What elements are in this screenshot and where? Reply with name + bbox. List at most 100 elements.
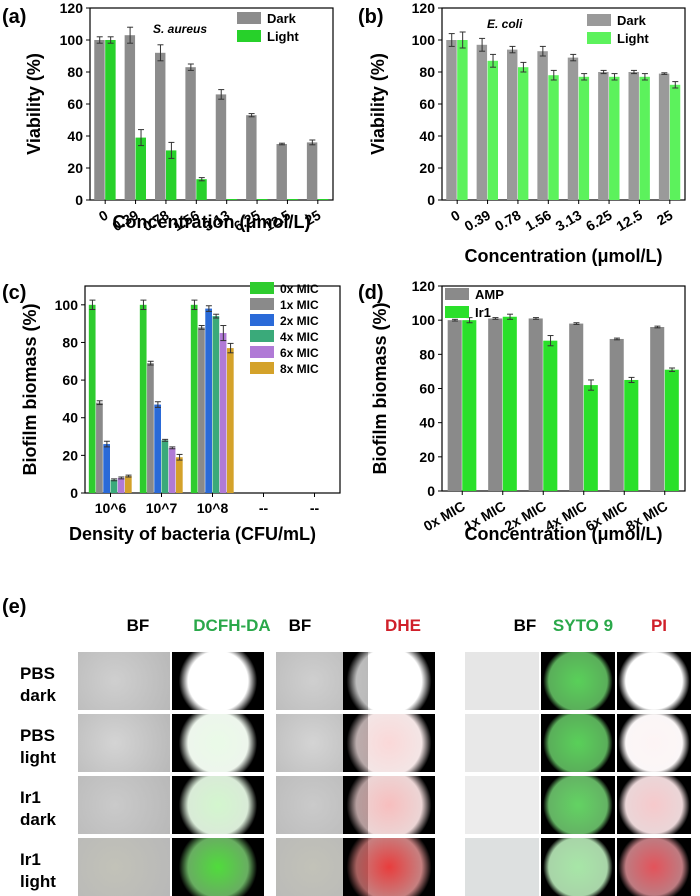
y-tick-label: 60 [419, 96, 435, 112]
legend-label: Light [617, 31, 649, 46]
bar [447, 320, 462, 491]
y-tick-label: 40 [62, 410, 78, 426]
bar [578, 76, 590, 200]
y-tick-label: 120 [60, 0, 84, 16]
y-tick-label: 120 [412, 0, 436, 16]
y-tick-label: 0 [75, 192, 83, 208]
bar [639, 76, 650, 200]
bar [664, 369, 679, 491]
bar [609, 338, 624, 491]
x-axis-title: Concentration (μmol/L) [113, 212, 311, 232]
bar [569, 323, 584, 491]
brightfield-image [78, 714, 170, 772]
header-bf-2: BF [288, 616, 312, 635]
legend-swatch [250, 362, 274, 374]
bar [103, 444, 110, 493]
x-tick-label: 10^6 [95, 500, 127, 516]
pi-fluorescence-image [617, 652, 691, 710]
bar [96, 402, 103, 493]
x-tick-label: 6.25 [583, 207, 615, 235]
bar [624, 379, 639, 491]
bar [658, 73, 670, 200]
y-tick-label: 100 [60, 32, 84, 48]
bar [212, 316, 220, 493]
bar [598, 72, 609, 200]
bar [609, 76, 620, 200]
species-annotation: S. aureus [153, 22, 207, 36]
dhe-fluorescence-image [343, 776, 435, 834]
pi-fluorescence-image [617, 776, 691, 834]
legend-swatch [250, 314, 274, 326]
legend-swatch [250, 298, 274, 310]
header-dcfh-da: DCFH-DA [193, 616, 271, 635]
bar [215, 94, 227, 200]
bar [507, 49, 518, 200]
bar [161, 440, 169, 493]
bar [105, 40, 116, 200]
header-pi: PI [650, 616, 668, 635]
bar [628, 72, 639, 200]
legend-label: 6x MIC [280, 346, 319, 360]
syto9-fluorescence-image [541, 776, 615, 834]
syto9-fluorescence-image [541, 714, 615, 772]
chart-c-biofilm-density: 0 20 40 60 80 100 10^6 10^7 10^8 -- -- Density of b… [20, 282, 341, 544]
y-axis-title: Biofilm biomass (%) [370, 302, 390, 474]
legend-label: Light [267, 29, 299, 44]
y-axis-title: Biofilm biomass (%) [20, 303, 40, 475]
bar [147, 363, 154, 493]
x-tick-label: 1.56 [522, 207, 554, 235]
bar [257, 199, 268, 200]
bar [287, 199, 298, 200]
bar [168, 447, 176, 493]
bar [196, 179, 207, 200]
header-bf-1: BF [126, 616, 150, 635]
bar [124, 35, 136, 201]
dcfh-da-fluorescence-image [172, 838, 264, 896]
header-dhe: DHE [385, 616, 421, 635]
bar [117, 477, 125, 493]
header-syto9: SYTO 9 [552, 616, 614, 635]
x-tick-label: 3.13 [553, 207, 585, 235]
pi-fluorescence-image [617, 838, 691, 896]
bar [567, 57, 579, 200]
brightfield-image [78, 652, 170, 710]
row-label-pbs-dark: PBS dark [20, 664, 56, 705]
bar [155, 52, 166, 200]
row-label-ir1-dark: Ir1 dark [20, 788, 56, 829]
brightfield-image [465, 652, 539, 710]
brightfield-image [465, 838, 539, 896]
syto9-fluorescence-image [541, 838, 615, 896]
legend-label: Dark [617, 13, 647, 28]
x-tick-label: 10^7 [146, 500, 178, 516]
y-tick-label: 40 [67, 128, 83, 144]
x-axis-title: Concentration (μmol/L) [465, 524, 663, 544]
legend-label: Ir1 [475, 305, 491, 320]
y-tick-label: 60 [62, 372, 78, 388]
legend-swatch [445, 306, 469, 318]
y-axis-title: Viability (%) [24, 53, 44, 155]
x-tick-label: -- [310, 500, 320, 516]
x-tick-label: 0 [96, 207, 111, 225]
syto9-fluorescence-image [541, 652, 615, 710]
legend-swatch [445, 288, 469, 300]
bar [226, 199, 238, 200]
legend-swatch [250, 346, 274, 358]
y-axis-title: Viability (%) [368, 53, 388, 155]
y-tick-label: 100 [412, 312, 436, 328]
dcfh-da-fluorescence-image [172, 652, 264, 710]
chart-a-viability-s-aureus: 02040608010012000.390.781.563.136.2512.5… [24, 0, 334, 234]
y-tick-label: 0 [427, 483, 435, 499]
species-annotation: E. coli [487, 17, 523, 31]
dcfh-da-fluorescence-image [172, 776, 264, 834]
y-tick-label: 0 [427, 192, 435, 208]
legend-label: 0x MIC [280, 282, 319, 296]
bar [276, 144, 287, 200]
brightfield-image [78, 776, 170, 834]
y-tick-label: 60 [419, 381, 435, 397]
bar [487, 60, 498, 200]
bar [583, 385, 598, 491]
bar [185, 67, 196, 200]
legend-label: 2x MIC [280, 314, 319, 328]
row-label-pbs-light: PBS light [20, 726, 56, 767]
